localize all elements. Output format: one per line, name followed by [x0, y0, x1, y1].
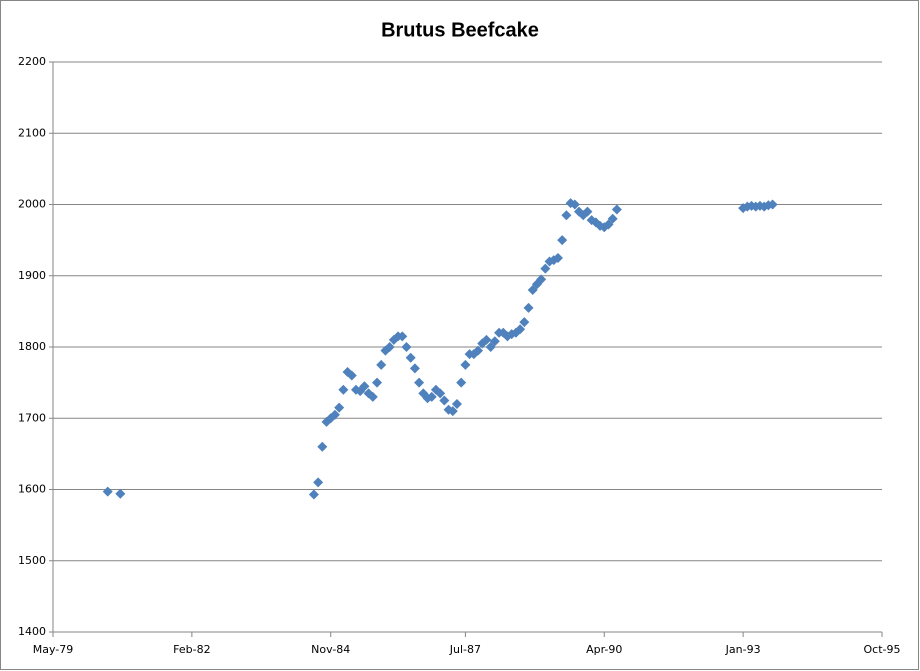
x-tick-label: Jul-87 [449, 643, 481, 656]
data-point [502, 331, 513, 342]
x-tick-label: May-79 [33, 643, 74, 656]
data-point [519, 317, 530, 328]
chart-title: Brutus Beefcake [381, 19, 539, 41]
y-tick-label: 1700 [18, 411, 46, 424]
data-point [582, 206, 593, 217]
data-point [397, 331, 408, 342]
data-point [473, 345, 484, 356]
data-point [329, 409, 340, 420]
data-point [536, 274, 547, 285]
data-point [372, 377, 383, 388]
data-point [384, 342, 395, 352]
y-tick-label: 2200 [18, 55, 46, 68]
data-point [334, 402, 345, 413]
data-point [439, 395, 450, 406]
data-point [409, 363, 420, 374]
data-point [414, 377, 425, 388]
data-point [359, 381, 370, 392]
data-point [308, 489, 319, 500]
y-tick-label: 1400 [18, 625, 46, 638]
y-tick-label: 1600 [18, 483, 46, 496]
data-point [506, 329, 517, 340]
y-tick-label: 2100 [18, 126, 46, 139]
data-point [611, 204, 622, 215]
data-point [376, 359, 387, 370]
y-tick-label: 1500 [18, 554, 46, 567]
y-tick-label: 1800 [18, 340, 46, 353]
data-point [367, 391, 378, 402]
data-point [515, 324, 526, 335]
x-tick-label: Feb-82 [173, 643, 210, 656]
data-point [460, 359, 471, 370]
data-point [401, 342, 412, 352]
x-tick-label: Apr-90 [586, 643, 622, 656]
x-tick-label: Oct-95 [864, 643, 901, 656]
data-point [451, 399, 462, 409]
y-tick-label: 2000 [18, 198, 46, 211]
data-point [102, 486, 113, 497]
x-tick-label: Nov-84 [311, 643, 350, 656]
data-point [481, 334, 492, 345]
data-point [456, 377, 467, 388]
data-point [115, 488, 126, 499]
data-point [489, 336, 500, 347]
data-point [426, 391, 437, 402]
data-point [607, 213, 618, 224]
data-point [557, 235, 568, 246]
data-point [317, 441, 328, 452]
data-point [338, 384, 349, 395]
data-point [569, 199, 580, 210]
data-point [435, 388, 446, 399]
y-tick-label: 1900 [18, 269, 46, 282]
x-tick-label: Jan-93 [725, 643, 761, 656]
data-point [523, 302, 534, 313]
data-point [447, 406, 458, 417]
data-point [346, 370, 357, 381]
data-point [552, 252, 563, 263]
data-point [313, 477, 324, 488]
data-point [561, 210, 572, 221]
data-point [405, 352, 416, 363]
data-point [540, 263, 551, 274]
data-point [767, 199, 778, 210]
